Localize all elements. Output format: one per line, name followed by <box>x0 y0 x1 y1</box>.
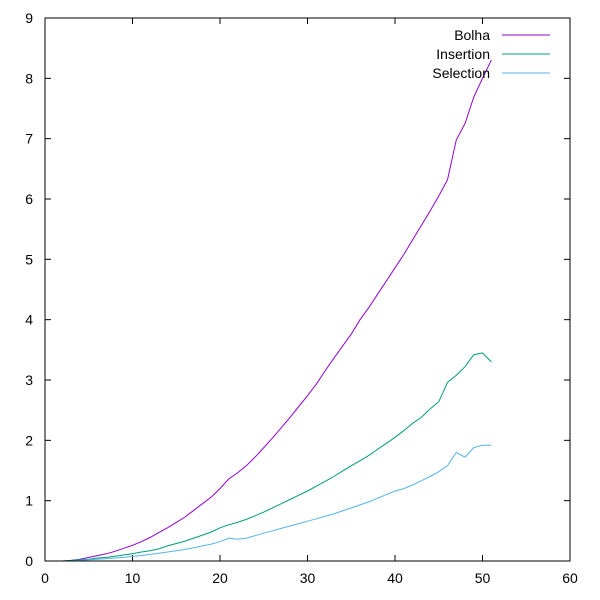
series-line-bolha <box>62 59 492 562</box>
x-tick-label: 50 <box>475 570 491 586</box>
legend-label-selection: Selection <box>432 65 490 81</box>
y-tick-label: 8 <box>25 70 33 86</box>
legend: Bolha Insertion Selection <box>432 27 550 81</box>
plot-frame <box>44 17 571 562</box>
x-tick-label: 20 <box>212 570 228 586</box>
x-tick-label: 60 <box>562 570 578 586</box>
y-tick-label: 5 <box>25 251 33 267</box>
legend-label-bolha: Bolha <box>454 27 490 43</box>
y-tick-label: 9 <box>25 10 33 26</box>
y-tick-label: 1 <box>25 493 33 509</box>
x-tick-label: 30 <box>300 570 316 586</box>
series-line-selection <box>62 444 492 562</box>
y-tick-label: 3 <box>25 372 33 388</box>
y-tick-label: 4 <box>25 312 33 328</box>
x-tick-label: 40 <box>387 570 403 586</box>
x-tick-label: 10 <box>125 570 141 586</box>
series-group <box>62 59 492 562</box>
axes: 0 10 20 30 40 50 60 0 1 2 3 4 5 6 7 8 9 <box>25 10 578 586</box>
legend-label-insertion: Insertion <box>436 46 490 62</box>
y-tick-label: 6 <box>25 191 33 207</box>
x-tick-label: 0 <box>41 570 49 586</box>
y-tick-label: 7 <box>25 131 33 147</box>
series-line-insertion <box>62 352 492 562</box>
y-tick-label: 2 <box>25 432 33 448</box>
y-tick-label: 0 <box>25 553 33 569</box>
